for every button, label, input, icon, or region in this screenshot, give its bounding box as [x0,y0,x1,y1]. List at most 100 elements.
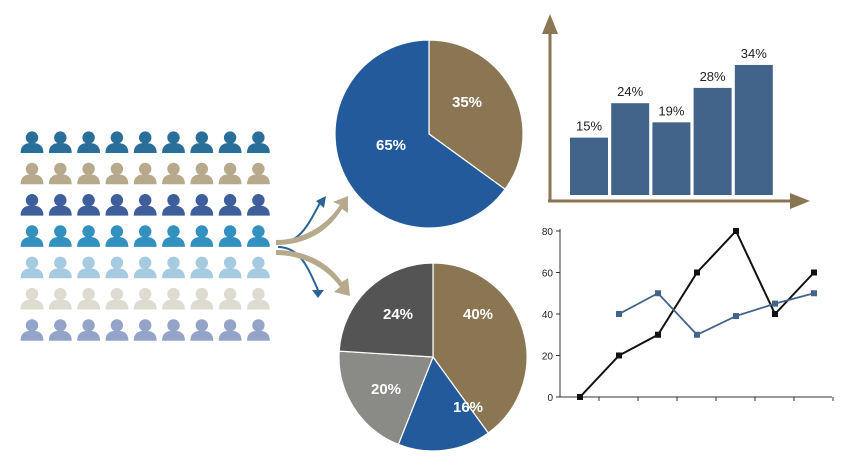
person-icon [133,162,157,185]
curved-arrow-icon [276,250,350,296]
data-point [811,290,817,297]
person-icon [190,256,214,279]
person-icon [162,194,185,216]
pie-slice-label: 20% [371,381,401,398]
bar-value-label: 28% [700,69,726,84]
person-icon [20,131,44,153]
pie-chart-top: 35% 65% [334,39,524,229]
pie-slice-label: 24% [383,306,413,323]
person-icon [20,256,44,279]
person-icon [162,319,185,341]
data-point [772,311,778,317]
pie-slice [338,350,434,446]
bar [570,137,608,195]
curved-arrow-icon [277,246,319,291]
person-icon [105,131,129,153]
bar [652,122,691,195]
person-icon [247,256,270,279]
person-icon [218,194,242,216]
person-icon [105,256,129,279]
pie-slice-label: 40% [463,306,493,323]
person-icon [247,287,270,310]
person-icon [20,194,44,216]
person-icon [218,162,242,185]
pie-slice [334,39,506,229]
person-icon [105,287,129,310]
person-icon [20,319,44,341]
person-icon [190,131,214,153]
person-icon [162,287,185,310]
people-grid [20,131,270,341]
person-icon [77,319,100,341]
y-tick-label: 80 [542,227,554,238]
person-icon [218,256,242,279]
arrowhead-icon [316,196,326,208]
person-icon [190,319,214,341]
person-icon [48,287,72,310]
person-icon [218,319,242,341]
person-icon [190,225,214,247]
person-icon [162,162,185,185]
person-icon [162,225,185,247]
curved-arrows [276,196,350,298]
data-point [733,313,739,320]
person-icon [190,162,214,185]
person-icon [190,194,214,216]
y-tick-label: 40 [542,310,554,321]
series-line [618,292,815,336]
data-point [811,269,817,276]
person-icon [218,287,242,310]
person-icon [20,162,44,185]
axis-arrowhead-icon [790,193,810,209]
line-chart: 0 20 40 60 80 [542,227,834,404]
data-point [694,269,700,276]
person-icon [218,131,242,153]
person-icon [48,162,72,185]
bar-value-label: 24% [617,84,643,99]
person-icon [133,225,157,247]
person-icon [247,194,270,216]
pie-slice-label: 16% [453,399,483,416]
person-icon [77,287,100,310]
person-icon [105,162,129,185]
pie-slice [338,262,434,358]
person-icon [247,131,270,153]
person-icon [247,162,270,185]
pie-slice-label: 35% [452,94,482,111]
person-icon [190,287,214,310]
person-icon [133,287,157,310]
pie-slice [428,39,524,191]
data-point [616,352,622,359]
person-icon [48,131,72,153]
pie-slice [432,262,528,434]
person-icon [133,194,157,216]
person-icon [20,287,44,310]
person-icon [77,256,100,279]
series-line [579,229,815,398]
bar [693,87,732,195]
data-point [655,290,661,297]
person-icon [77,162,100,185]
bar-value-label: 34% [741,46,767,61]
data-point [577,394,583,400]
bar [734,64,773,195]
person-icon [105,194,129,216]
person-icon [48,194,72,216]
person-icon [105,319,129,341]
data-point [733,228,739,234]
bar [611,103,650,195]
y-tick-label: 0 [547,393,553,404]
arrowhead-icon [312,290,324,298]
person-icon [247,225,270,247]
person-icon [48,256,72,279]
person-icon [48,319,72,341]
axis-arrowhead-icon [542,14,558,34]
person-icon [133,319,157,341]
person-icon [247,319,270,341]
person-icon [133,256,157,279]
person-icon [133,131,157,153]
person-icon [77,225,100,247]
pie-slice-label: 65% [376,137,406,154]
data-point [616,311,622,317]
